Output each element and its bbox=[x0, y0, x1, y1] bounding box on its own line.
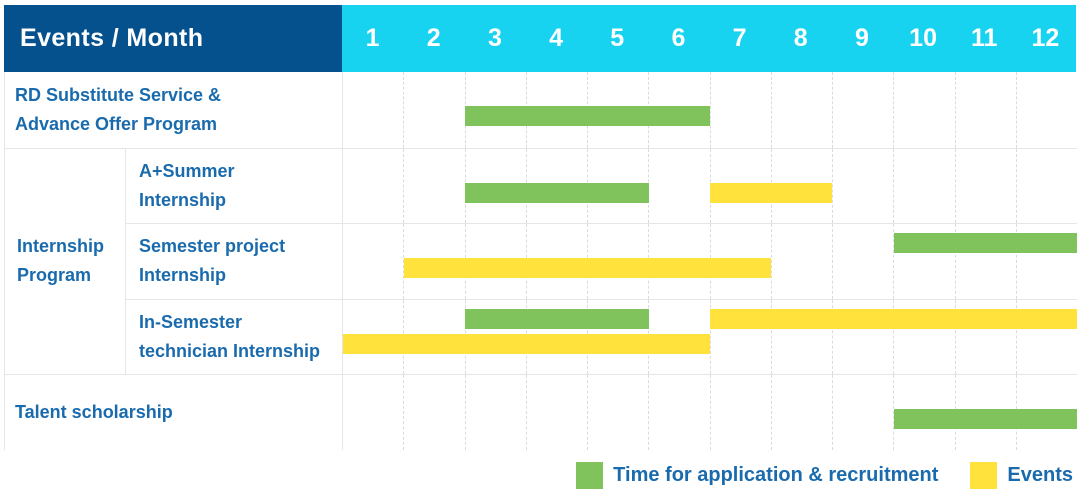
month-column bbox=[709, 72, 771, 148]
bar-application bbox=[465, 106, 710, 126]
month-column bbox=[1015, 299, 1077, 375]
month-column bbox=[893, 72, 954, 148]
month-column bbox=[709, 375, 771, 450]
month-column bbox=[1015, 72, 1077, 148]
month-column bbox=[1015, 148, 1077, 224]
row-label-line: Internship bbox=[139, 189, 227, 210]
row-label: Semester project Internship bbox=[125, 223, 342, 299]
header-events-month-label: Events / Month bbox=[4, 5, 342, 72]
bar-event bbox=[710, 182, 833, 203]
month-column bbox=[832, 148, 893, 224]
events-table: Events / Month 1 2 3 4 5 6 7 8 9 10 11 12 RD Substi… bbox=[4, 5, 1077, 450]
legend-swatch-event bbox=[970, 461, 998, 489]
bar-event bbox=[710, 308, 1077, 329]
month-column bbox=[648, 375, 709, 450]
month-column bbox=[954, 72, 1016, 148]
month-header-10: 10 bbox=[909, 24, 937, 52]
month-column bbox=[1015, 224, 1077, 299]
month-header-9: 9 bbox=[854, 24, 869, 52]
month-header-6: 6 bbox=[671, 24, 686, 52]
month-column bbox=[954, 224, 1016, 299]
month-column bbox=[343, 375, 403, 450]
month-column bbox=[343, 72, 403, 148]
table-body: RD Substitute Service & Advance Offer Pro… bbox=[5, 72, 1077, 450]
month-column bbox=[343, 149, 403, 224]
row-label-line: Semester project bbox=[139, 236, 286, 257]
month-column bbox=[403, 375, 464, 450]
month-column bbox=[954, 148, 1016, 224]
legend-item-application: Time for application & recruitment bbox=[576, 461, 939, 489]
month-column bbox=[464, 72, 526, 148]
legend-label-application: Time for application & recruitment bbox=[613, 463, 939, 486]
month-column bbox=[893, 224, 954, 299]
row-label-line: Talent scholarship bbox=[15, 402, 173, 423]
row-timeline bbox=[342, 374, 1077, 450]
month-column bbox=[403, 72, 464, 148]
month-column bbox=[832, 72, 893, 148]
table-header: Events / Month 1 2 3 4 5 6 7 8 9 10 11 12 bbox=[4, 5, 1076, 72]
month-column bbox=[648, 148, 709, 224]
month-header-row: 1 2 3 4 5 6 7 8 9 10 11 12 bbox=[342, 5, 1076, 72]
row-label: A+Summer Internship bbox=[125, 147, 342, 224]
bar-application bbox=[465, 182, 649, 203]
month-column bbox=[770, 299, 832, 375]
group-label-text: Internship Program bbox=[17, 236, 105, 286]
month-column bbox=[893, 148, 954, 224]
month-column bbox=[587, 375, 648, 450]
month-header-12: 12 bbox=[1031, 24, 1060, 52]
month-column bbox=[770, 224, 832, 299]
month-header-5: 5 bbox=[610, 24, 625, 52]
month-column bbox=[832, 375, 893, 450]
row-label: Talent scholarship bbox=[5, 374, 342, 450]
month-column bbox=[709, 299, 771, 375]
month-header-2: 2 bbox=[426, 24, 441, 52]
legend-item-event: Events bbox=[970, 461, 1073, 489]
month-header-11: 11 bbox=[971, 24, 998, 52]
month-column bbox=[403, 148, 464, 224]
month-header-1: 1 bbox=[365, 24, 380, 52]
month-header-3: 3 bbox=[487, 24, 502, 52]
row-label-line: technician Internship bbox=[139, 341, 321, 362]
month-column bbox=[893, 299, 954, 375]
row-timeline bbox=[342, 72, 1077, 148]
month-grid-lines bbox=[343, 72, 1077, 148]
group-label: Internship Program bbox=[5, 147, 125, 375]
month-column bbox=[832, 299, 893, 375]
row-timeline bbox=[342, 298, 1077, 375]
row-label-line: RD Substitute Service & bbox=[15, 84, 222, 105]
row-timeline bbox=[342, 223, 1077, 299]
bar-application bbox=[465, 308, 649, 329]
month-column bbox=[770, 375, 832, 450]
row-label-line: In-Semester bbox=[139, 312, 243, 333]
month-column bbox=[954, 299, 1016, 375]
row-label-line: Advance Offer Program bbox=[15, 113, 218, 134]
row-label-line: A+Summer bbox=[139, 160, 235, 181]
row-timeline bbox=[342, 147, 1077, 224]
bar-event bbox=[404, 258, 772, 279]
legend-swatch-application bbox=[576, 461, 604, 489]
month-column bbox=[525, 375, 587, 450]
legend: Time for application & recruitment Events bbox=[576, 459, 1073, 491]
month-header-8: 8 bbox=[793, 24, 808, 52]
row-label: In-Semester technician Internship bbox=[125, 298, 342, 375]
bar-event bbox=[343, 333, 710, 354]
month-header-4: 4 bbox=[549, 24, 564, 52]
month-column bbox=[770, 72, 832, 148]
month-column bbox=[464, 375, 526, 450]
month-column bbox=[464, 148, 526, 224]
legend-label-event: Events bbox=[1007, 463, 1073, 486]
bar-application bbox=[893, 233, 1077, 254]
month-column bbox=[832, 224, 893, 299]
row-label-line: Internship bbox=[139, 265, 227, 286]
month-column bbox=[403, 224, 464, 299]
bar-application bbox=[893, 409, 1077, 430]
row-label: RD Substitute Service & Advance Offer Pro… bbox=[5, 72, 342, 148]
month-header-7: 7 bbox=[732, 24, 747, 52]
month-column bbox=[343, 224, 403, 299]
